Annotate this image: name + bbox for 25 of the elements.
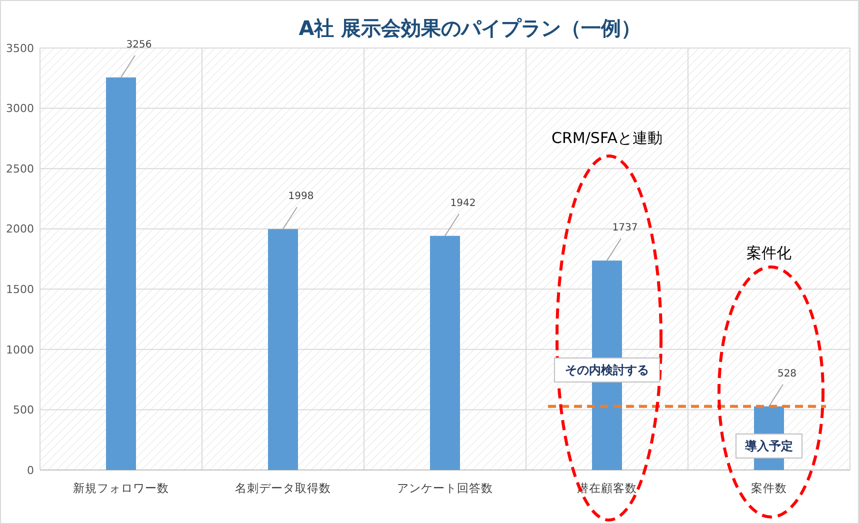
x-tick-label: 新規フォロワー数 <box>73 481 169 495</box>
chart-title: A社 展示会効果のパイプラン（一例） <box>298 16 642 40</box>
x-tick-label: 名刺データ取得数 <box>235 481 331 495</box>
data-label: 1737 <box>612 222 638 234</box>
y-tick-label: 1000 <box>6 343 34 356</box>
x-tick-label: アンケート回答数 <box>397 481 493 495</box>
y-tick-label: 2500 <box>6 162 34 176</box>
data-label: 3256 <box>126 39 152 50</box>
y-tick-label: 3000 <box>6 102 34 116</box>
y-tick-label: 3500 <box>6 42 34 55</box>
annotation: 導入予定 <box>744 439 793 454</box>
bar <box>268 229 298 470</box>
annotation: 案件化 <box>746 244 792 262</box>
y-tick-label: 1500 <box>6 282 34 296</box>
y-tick-label: 500 <box>13 404 34 417</box>
y-tick-label: 2000 <box>6 222 34 236</box>
annotation: その内検討する <box>565 363 649 378</box>
y-tick-label: 0 <box>27 464 34 477</box>
bar <box>430 236 460 470</box>
data-label: 1942 <box>450 198 476 209</box>
data-label: 1998 <box>288 191 314 202</box>
data-label: 528 <box>777 368 797 380</box>
x-tick-label: 案件数 <box>751 481 787 495</box>
bar <box>106 77 136 470</box>
annotation: CRM/SFAと連動 <box>552 129 662 147</box>
